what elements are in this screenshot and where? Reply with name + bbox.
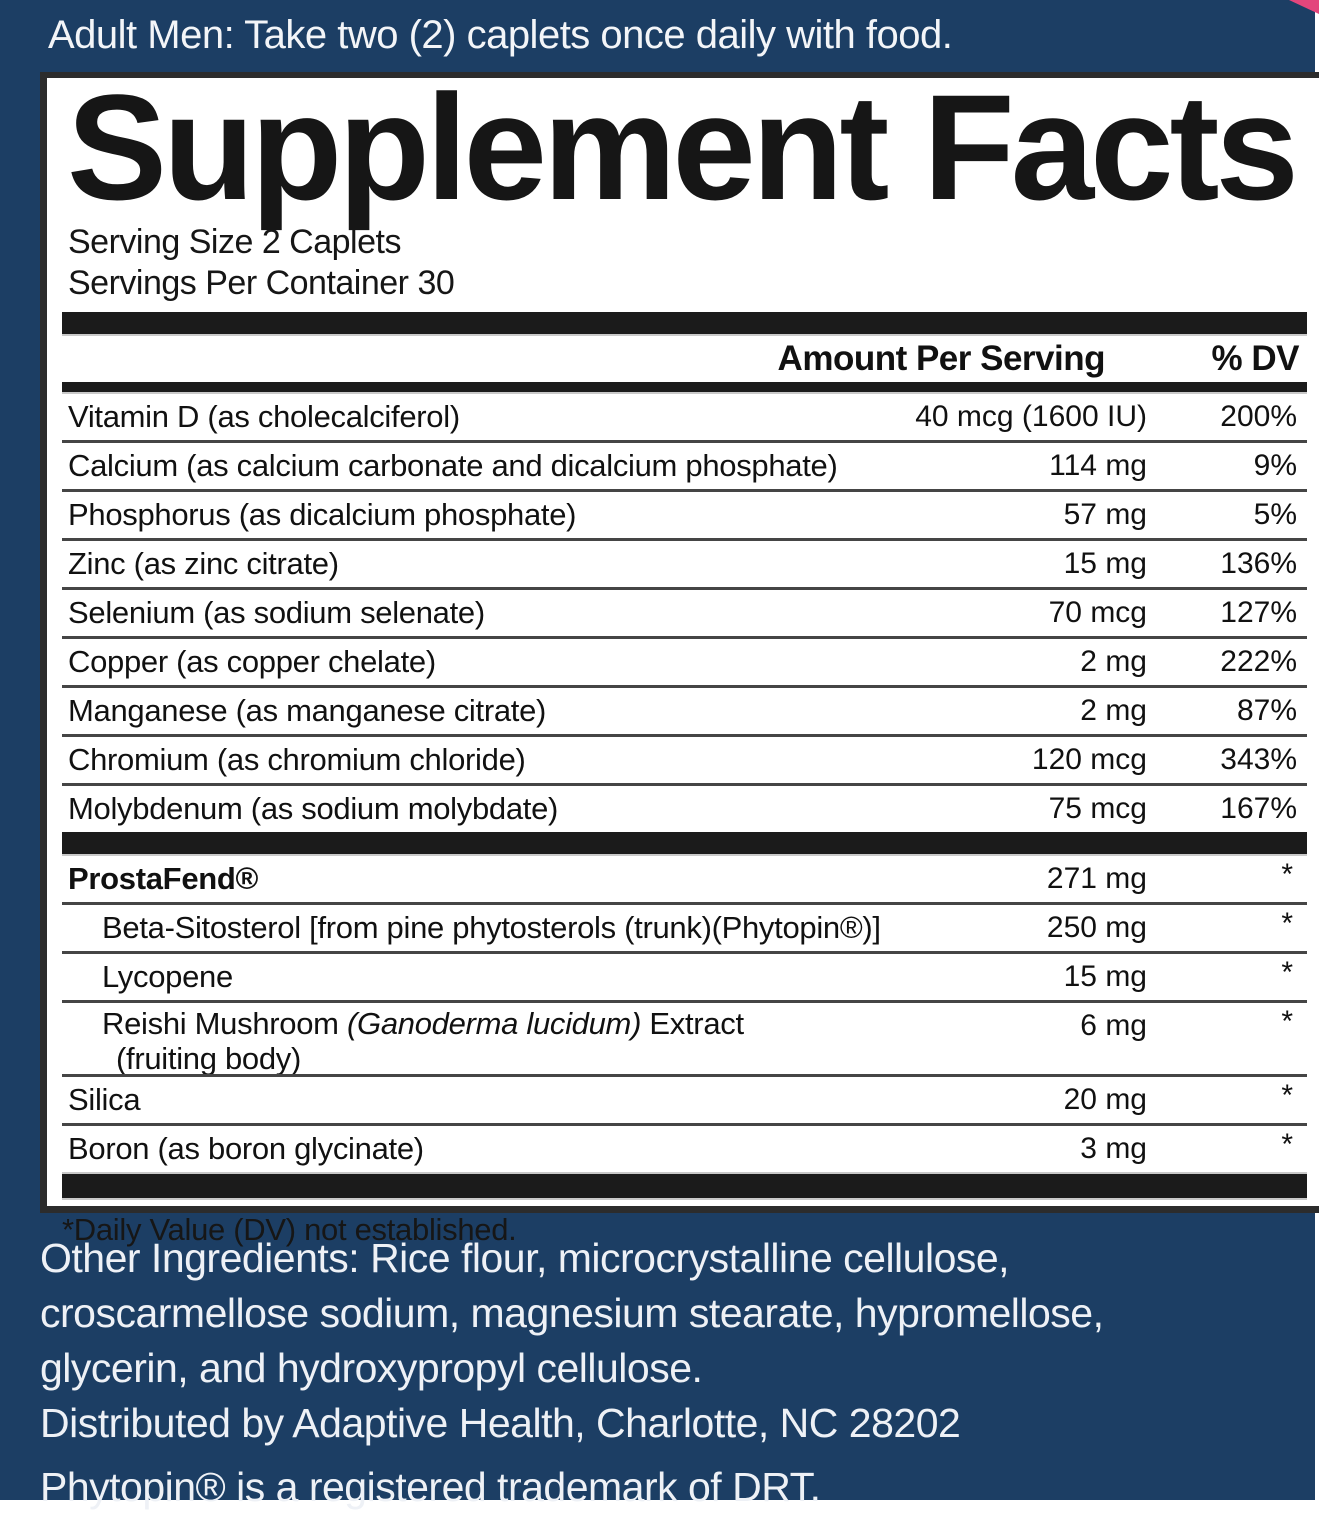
- ingredient-amount: 40 mcg (1600 IU): [915, 400, 1147, 433]
- table-row: Copper (as copper chelate) 2 mg 222%: [62, 636, 1307, 685]
- panel-title: Supplement Facts: [67, 63, 1299, 231]
- ingredient-dv: 136%: [1220, 547, 1297, 580]
- ingredient-name: ProstaFend®: [68, 861, 259, 896]
- ingredient-name: Reishi Mushroom (Ganoderma lucidum) Extr…: [102, 1006, 744, 1076]
- ingredient-name: Boron (as boron glycinate): [68, 1131, 424, 1166]
- table-header-row: Amount Per Serving % DV: [62, 336, 1307, 382]
- ingredient-name: Lycopene: [102, 959, 233, 994]
- usage-directions: Adult Men: Take two (2) caplets once dai…: [48, 13, 953, 57]
- ingredient-name: Silica: [68, 1082, 141, 1117]
- ingredient-name: Chromium (as chromium chloride): [68, 742, 526, 777]
- ingredient-amount: 3 mg: [1080, 1132, 1147, 1165]
- ingredient-amount: 271 mg: [1046, 862, 1147, 895]
- supplement-facts-panel: Supplement Facts Serving Size 2 Caplets …: [40, 63, 1319, 1247]
- table-row: Manganese (as manganese citrate) 2 mg 87…: [62, 685, 1307, 734]
- ingredient-amount: 6 mg: [1080, 1009, 1147, 1042]
- ingredient-name: Phosphorus (as dicalcium phosphate): [68, 497, 577, 532]
- ingredient-dv: 200%: [1220, 400, 1297, 433]
- ingredient-name: Vitamin D (as cholecalciferol): [68, 399, 460, 434]
- trademark-line: Phytopin® is a registered trademark of D…: [40, 1464, 821, 1510]
- ingredient-name: Zinc (as zinc citrate): [68, 546, 339, 581]
- ingredient-name: Molybdenum (as sodium molybdate): [68, 791, 559, 826]
- ingredient-dv: 9%: [1253, 449, 1297, 482]
- ingredient-dv: 87%: [1236, 694, 1297, 727]
- ingredient-dv: *: [1281, 956, 1293, 989]
- table-row: Chromium (as chromium chloride) 120 mcg …: [62, 734, 1307, 783]
- ingredient-amount: 70 mcg: [1048, 596, 1147, 629]
- ingredient-amount: 20 mg: [1063, 1083, 1147, 1116]
- ingredient-dv: *: [1281, 1005, 1293, 1038]
- distributor-line: Distributed by Adaptive Health, Charlott…: [40, 1400, 961, 1446]
- ingredient-dv: *: [1281, 858, 1293, 891]
- table-row-prostafend: ProstaFend® 271 mg *: [62, 856, 1307, 902]
- ingredient-name: Beta-Sitosterol [from pine phytosterols …: [102, 910, 881, 945]
- serving-size: Serving Size 2 Caplets: [68, 223, 401, 261]
- ingredient-amount: 57 mg: [1063, 498, 1147, 531]
- ingredient-dv: *: [1281, 1128, 1293, 1161]
- servings-per-container: Servings Per Container 30: [68, 264, 455, 302]
- ingredient-amount: 2 mg: [1080, 645, 1147, 678]
- table-row: Beta-Sitosterol [from pine phytosterols …: [62, 902, 1307, 951]
- ingredient-name: Copper (as copper chelate): [68, 644, 436, 679]
- ingredient-amount: 75 mcg: [1048, 792, 1147, 825]
- table-row: Lycopene 15 mg *: [62, 951, 1307, 1000]
- ingredient-dv: 5%: [1253, 498, 1297, 531]
- other-ingredients: Other Ingredients: Rice flour, microcrys…: [40, 1235, 1104, 1391]
- ingredient-amount: 15 mg: [1063, 960, 1147, 993]
- table-row: Phosphorus (as dicalcium phosphate) 57 m…: [62, 489, 1307, 538]
- ingredient-name-line2: (fruiting body): [116, 1041, 302, 1076]
- ingredient-amount: 2 mg: [1080, 694, 1147, 727]
- table-row: Boron (as boron glycinate) 3 mg *: [62, 1123, 1307, 1172]
- ingredient-amount: 114 mg: [1049, 449, 1147, 482]
- table-row: Calcium (as calcium carbonate and dicalc…: [62, 440, 1307, 489]
- divider-bar-top: [62, 312, 1307, 336]
- dv-footnote: *Daily Value (DV) not established.: [62, 1212, 517, 1247]
- divider-bar-blend: [62, 832, 1307, 856]
- ingredient-amount: 15 mg: [1063, 547, 1147, 580]
- table-row: Selenium (as sodium selenate) 70 mcg 127…: [62, 587, 1307, 636]
- nutrition-table: Amount Per Serving % DV Vitamin D (as ch…: [62, 312, 1307, 1200]
- table-row-reishi: Reishi Mushroom (Ganoderma lucidum) Extr…: [62, 1000, 1307, 1076]
- ingredient-amount: 120 mcg: [1031, 743, 1147, 776]
- ingredient-dv: *: [1281, 1079, 1293, 1112]
- ingredient-dv: *: [1281, 907, 1293, 940]
- ingredient-dv: 167%: [1220, 792, 1297, 825]
- ingredient-name: Selenium (as sodium selenate): [68, 595, 485, 630]
- table-row: Vitamin D (as cholecalciferol) 40 mcg (1…: [62, 394, 1307, 440]
- divider-bar-bottom: [62, 1172, 1307, 1200]
- header-amount-per-serving: Amount Per Serving: [777, 339, 1106, 378]
- divider-bar-header: [62, 382, 1307, 394]
- table-row: Silica 20 mg *: [62, 1074, 1307, 1123]
- ingredient-dv: 127%: [1220, 596, 1297, 629]
- ingredient-name: Calcium (as calcium carbonate and dicalc…: [68, 448, 838, 483]
- ingredient-dv: 222%: [1220, 645, 1297, 678]
- ingredient-amount: 250 mg: [1046, 911, 1147, 944]
- header-percent-dv: % DV: [1211, 339, 1300, 378]
- ingredient-dv: 343%: [1220, 743, 1297, 776]
- table-row: Zinc (as zinc citrate) 15 mg 136%: [62, 538, 1307, 587]
- table-row: Molybdenum (as sodium molybdate) 75 mcg …: [62, 783, 1307, 832]
- ingredient-name: Manganese (as manganese citrate): [68, 693, 547, 728]
